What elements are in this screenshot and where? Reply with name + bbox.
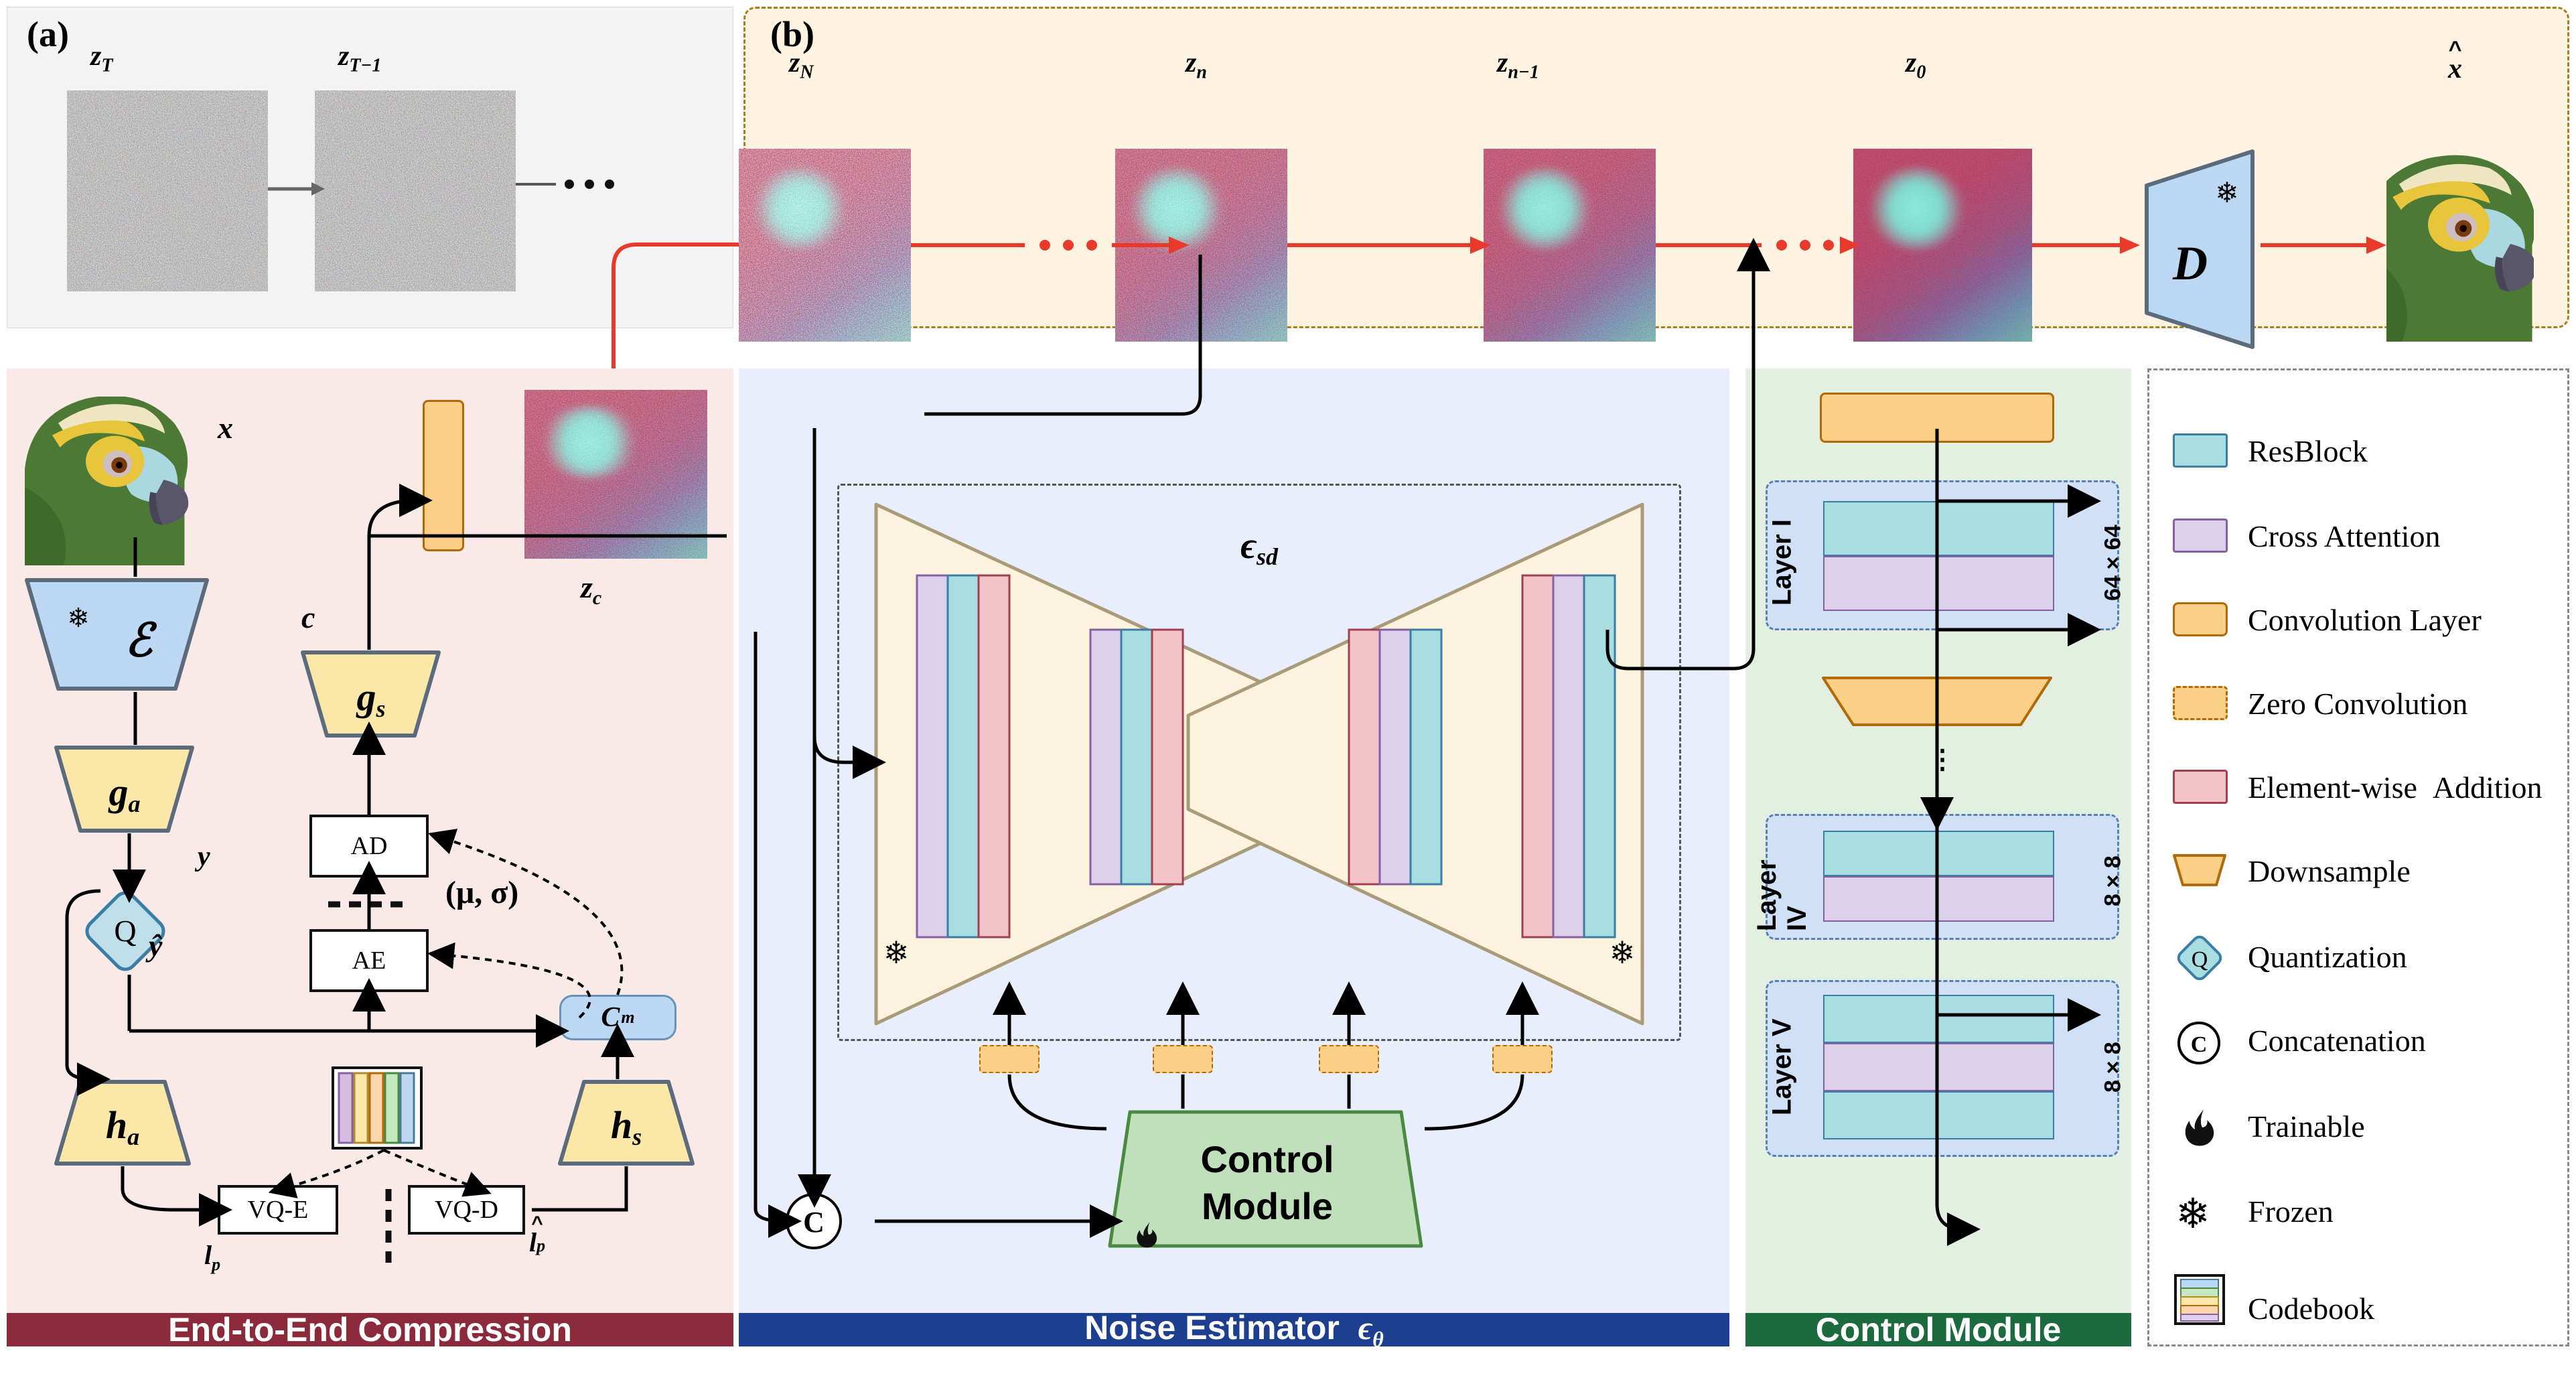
svg-text:Q: Q — [2192, 947, 2208, 972]
svg-text:C: C — [2191, 1032, 2208, 1057]
